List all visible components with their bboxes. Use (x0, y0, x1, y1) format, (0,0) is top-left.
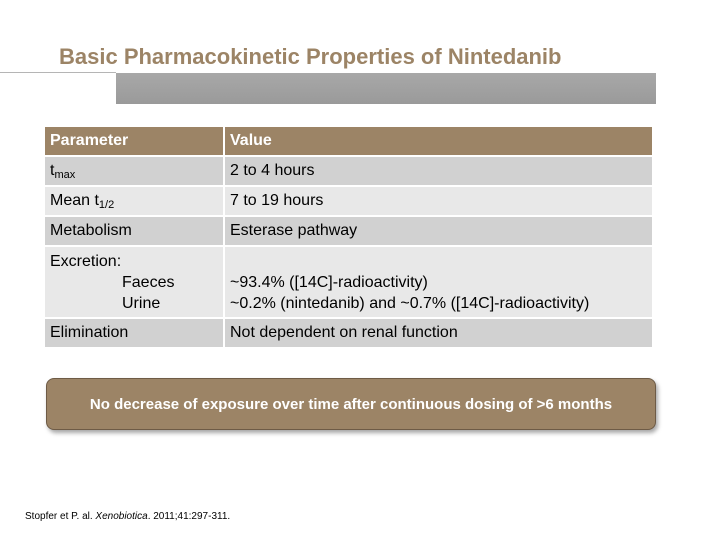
value-cell: Not dependent on renal function (223, 317, 654, 349)
param-subscript: 1/2 (98, 198, 115, 211)
callout-text: No decrease of exposure over time after … (89, 395, 613, 413)
table-row: Metabolism Esterase pathway (43, 215, 654, 247)
param-main: Mean t (50, 191, 99, 209)
callout-box: No decrease of exposure over time after … (46, 378, 656, 430)
param-cell: tmax (43, 155, 225, 187)
slide-title: Basic Pharmacokinetic Properties of Nint… (59, 44, 562, 69)
value-line: ~93.4% ([14C]-radioactivity) (230, 273, 428, 291)
param-main: Excretion: (50, 252, 122, 270)
value-cell: ~93.4% ([14C]-radioactivity) ~0.2% (nint… (223, 245, 654, 319)
param-sub-line: Urine (122, 294, 161, 312)
value-cell: 2 to 4 hours (223, 155, 654, 187)
param-cell: Metabolism (43, 215, 225, 247)
param-sub-line: Faeces (122, 273, 175, 291)
citation-suffix: . 2011;41:297-311. (147, 511, 231, 522)
table-header-row: Parameter Value (43, 125, 654, 157)
value-cell: 7 to 19 hours (223, 185, 654, 217)
value-line: ~0.2% (nintedanib) and ~0.7% ([14C]-radi… (230, 294, 590, 312)
param-cell: Excretion: Faeces Urine (43, 245, 225, 319)
table-row: Elimination Not dependent on renal funct… (43, 317, 654, 349)
footer-citation: Stopfer et P. al. Xenobiotica. 2011;41:2… (25, 511, 230, 522)
param-main: t (50, 161, 55, 179)
citation-prefix: Stopfer et P. al. (25, 511, 96, 522)
header-band (116, 73, 656, 104)
param-cell: Mean t1/2 (43, 185, 225, 217)
param-subscript: max (54, 168, 76, 181)
table-row: tmax 2 to 4 hours (43, 155, 654, 187)
value-cell: Esterase pathway (223, 215, 654, 247)
pk-table: Parameter Value tmax 2 to 4 hours Mean t… (43, 125, 654, 349)
header-parameter: Parameter (43, 125, 225, 157)
citation-journal: Xenobiotica (95, 511, 148, 522)
title-divider (0, 72, 116, 73)
table-row: Excretion: Faeces Urine ~93.4% ([14C]-ra… (43, 245, 654, 319)
header-value: Value (223, 125, 654, 157)
table-row: Mean t1/2 7 to 19 hours (43, 185, 654, 217)
param-cell: Elimination (43, 317, 225, 349)
